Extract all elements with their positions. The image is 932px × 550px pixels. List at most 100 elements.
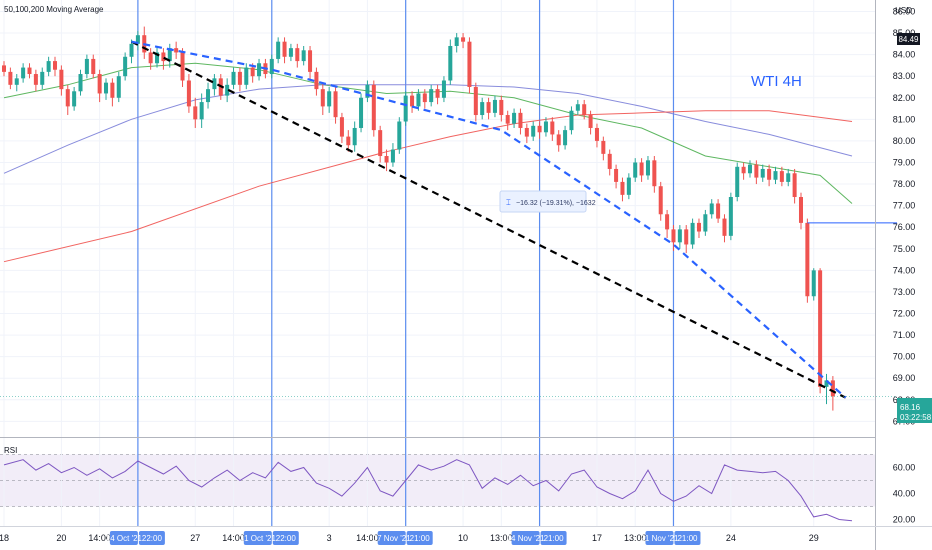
candle[interactable]	[8, 67, 13, 90]
candle[interactable]	[53, 56, 58, 77]
candle[interactable]	[104, 78, 109, 100]
candle[interactable]	[588, 110, 593, 135]
candle[interactable]	[652, 156, 657, 193]
candle[interactable]	[282, 37, 287, 64]
candle[interactable]	[633, 158, 638, 182]
candle[interactable]	[91, 54, 96, 79]
candle[interactable]	[480, 97, 485, 120]
candle[interactable]	[123, 52, 128, 81]
candle[interactable]	[276, 37, 281, 64]
candle[interactable]	[231, 67, 236, 90]
candle[interactable]	[639, 158, 644, 182]
candle[interactable]	[461, 33, 466, 49]
candle[interactable]	[716, 199, 721, 223]
candle[interactable]	[1, 61, 7, 77]
candle[interactable]	[295, 43, 300, 68]
candle[interactable]	[186, 74, 191, 113]
candle[interactable]	[492, 95, 497, 118]
candle[interactable]	[225, 78, 230, 103]
candle[interactable]	[78, 69, 83, 96]
candle[interactable]	[448, 39, 453, 85]
candle[interactable]	[607, 149, 612, 176]
vertical-marker-date-label[interactable]: 24 Oct '21 22:00	[106, 531, 165, 545]
candle[interactable]	[327, 86, 332, 113]
candle[interactable]	[665, 209, 670, 238]
candle[interactable]	[416, 89, 421, 111]
candle[interactable]	[65, 84, 70, 116]
candle[interactable]	[779, 166, 784, 187]
candle[interactable]	[269, 54, 274, 79]
blue-dashed-trendline[interactable]	[131, 40, 847, 399]
candle[interactable]	[155, 45, 160, 68]
candle[interactable]	[499, 95, 504, 122]
candle[interactable]	[512, 108, 517, 128]
candle[interactable]	[722, 214, 727, 243]
candle[interactable]	[773, 166, 778, 185]
candle[interactable]	[257, 58, 262, 81]
candle[interactable]	[288, 43, 293, 62]
candle[interactable]	[569, 106, 574, 135]
candle[interactable]	[582, 99, 587, 120]
candle[interactable]	[314, 67, 319, 96]
candle[interactable]	[741, 162, 746, 180]
candle[interactable]	[563, 125, 568, 150]
candle[interactable]	[524, 123, 529, 144]
candle[interactable]	[237, 67, 242, 92]
candle[interactable]	[767, 164, 772, 187]
candle[interactable]	[626, 173, 631, 200]
candle[interactable]	[505, 110, 510, 131]
candle[interactable]	[473, 82, 478, 122]
candle[interactable]	[403, 91, 408, 126]
candle[interactable]	[161, 48, 166, 70]
candle[interactable]	[333, 86, 338, 124]
candle[interactable]	[830, 376, 835, 411]
candle[interactable]	[467, 37, 472, 94]
candle[interactable]	[384, 149, 389, 172]
candle[interactable]	[174, 41, 179, 59]
candle[interactable]	[135, 30, 140, 51]
ma-line-100[interactable]	[3, 84, 853, 174]
candle[interactable]	[531, 121, 536, 141]
candle[interactable]	[410, 91, 415, 113]
candle[interactable]	[193, 97, 198, 128]
candle[interactable]	[441, 76, 446, 103]
candle[interactable]	[199, 93, 204, 128]
candle[interactable]	[747, 160, 752, 178]
candle[interactable]	[824, 373, 829, 405]
candle[interactable]	[454, 33, 459, 53]
candle[interactable]	[27, 63, 32, 79]
candle[interactable]	[805, 218, 810, 303]
candle[interactable]	[537, 121, 542, 139]
candle[interactable]	[709, 199, 714, 219]
candle[interactable]	[116, 71, 121, 103]
candle[interactable]	[429, 84, 434, 107]
candle[interactable]	[180, 48, 185, 87]
candle[interactable]	[129, 39, 134, 64]
candle[interactable]	[390, 143, 395, 167]
candle[interactable]	[21, 63, 26, 83]
measure-tooltip[interactable]: ⌶ −16.32 (−19.31%), −1632	[499, 190, 596, 213]
rsi-label[interactable]: RSI	[4, 446, 17, 455]
candle[interactable]	[703, 209, 708, 236]
ma-line-50[interactable]	[3, 62, 853, 204]
candle[interactable]	[690, 218, 695, 249]
candle[interactable]	[550, 117, 555, 141]
candle[interactable]	[575, 99, 580, 116]
candle[interactable]	[97, 69, 102, 103]
candle[interactable]	[14, 74, 19, 92]
candle[interactable]	[677, 225, 682, 249]
candle[interactable]	[594, 123, 599, 148]
candle[interactable]	[206, 82, 211, 109]
vertical-marker-date-label[interactable]: 31 Oct '21 22:00	[240, 531, 299, 545]
candle[interactable]	[72, 86, 77, 111]
candle[interactable]	[40, 67, 45, 90]
candle[interactable]	[786, 168, 791, 187]
candle[interactable]	[435, 84, 440, 105]
candle[interactable]	[518, 108, 523, 135]
candle[interactable]	[728, 192, 733, 241]
candle[interactable]	[244, 63, 249, 90]
